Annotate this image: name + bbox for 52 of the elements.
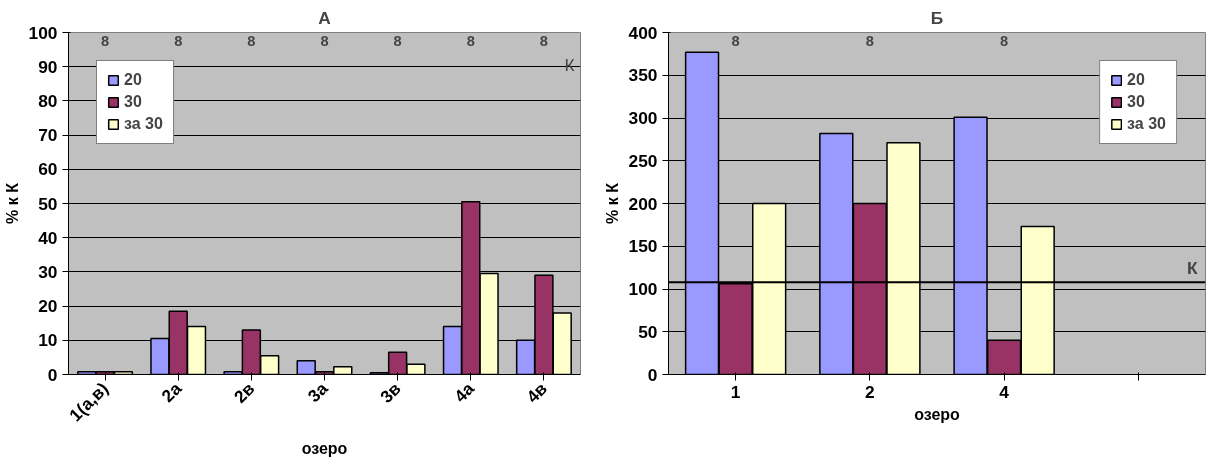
y-axis-title: % к К bbox=[3, 182, 21, 224]
x-tick-label: 4 bbox=[999, 381, 1010, 402]
annotation: 8 bbox=[466, 32, 475, 49]
ref-line-label: К bbox=[1186, 258, 1198, 279]
chart-title: А bbox=[318, 7, 332, 28]
annotation: 8 bbox=[101, 32, 110, 49]
y-tick-label: 40 bbox=[38, 227, 58, 248]
y-tick-label: 250 bbox=[628, 150, 658, 171]
y-tick-label: 90 bbox=[38, 56, 58, 77]
x-axis-title: озеро bbox=[914, 405, 961, 423]
annotation: 8 bbox=[320, 32, 329, 49]
legend-label: 30 bbox=[1127, 93, 1146, 111]
x-tick-label: 2а bbox=[157, 378, 186, 407]
y-tick-label: 150 bbox=[628, 236, 658, 257]
x-tick-label: 1 bbox=[730, 381, 741, 402]
legend-label: 20 bbox=[1127, 71, 1146, 89]
x-tick-label: 2 bbox=[865, 381, 875, 402]
y-tick-label: 0 bbox=[647, 364, 658, 385]
annotation: 8 bbox=[174, 32, 183, 49]
legend-label: 20 bbox=[124, 71, 143, 89]
y-tick-label: 60 bbox=[38, 159, 58, 180]
annotation: 8 bbox=[865, 32, 874, 49]
annotation: 8 bbox=[731, 32, 740, 49]
y-tick-label: 300 bbox=[628, 108, 658, 128]
y-tick-label: 50 bbox=[38, 193, 58, 214]
y-tick-label: 30 bbox=[38, 261, 58, 282]
legend-label: за 30 bbox=[1127, 115, 1166, 133]
y-tick-label: 20 bbox=[38, 296, 58, 317]
annotation: 8 bbox=[539, 32, 549, 49]
legend-label: за 30 bbox=[124, 115, 163, 133]
y-tick-label: 0 bbox=[47, 364, 58, 385]
x-axis-title: озеро bbox=[301, 440, 348, 458]
annotation: 8 bbox=[247, 32, 256, 49]
y-tick-label: 350 bbox=[628, 65, 658, 86]
annotation: 8 bbox=[1000, 32, 1009, 49]
y-tick-label: 70 bbox=[38, 125, 58, 146]
y-tick-label: 200 bbox=[628, 193, 658, 214]
y-tick-label: 100 bbox=[28, 22, 58, 43]
x-tick-label: 3а bbox=[303, 378, 332, 407]
y-tick-label: 80 bbox=[38, 90, 58, 111]
annotation: 8 bbox=[393, 32, 402, 49]
y-tick-label: 400 bbox=[628, 22, 658, 43]
x-tick-label: 4а bbox=[450, 378, 479, 407]
x-tick-label: 2в bbox=[229, 378, 259, 407]
legend-label: 30 bbox=[124, 93, 143, 111]
y-tick-label: 100 bbox=[628, 279, 658, 299]
x-tick-label: 4в bbox=[522, 378, 551, 407]
x-tick-label: 3в bbox=[376, 378, 405, 407]
y-tick-label: 50 bbox=[638, 321, 658, 342]
y-tick-label: 10 bbox=[38, 330, 58, 351]
chart-title: Б bbox=[930, 7, 944, 28]
y-axis-title: % к К bbox=[603, 182, 621, 224]
